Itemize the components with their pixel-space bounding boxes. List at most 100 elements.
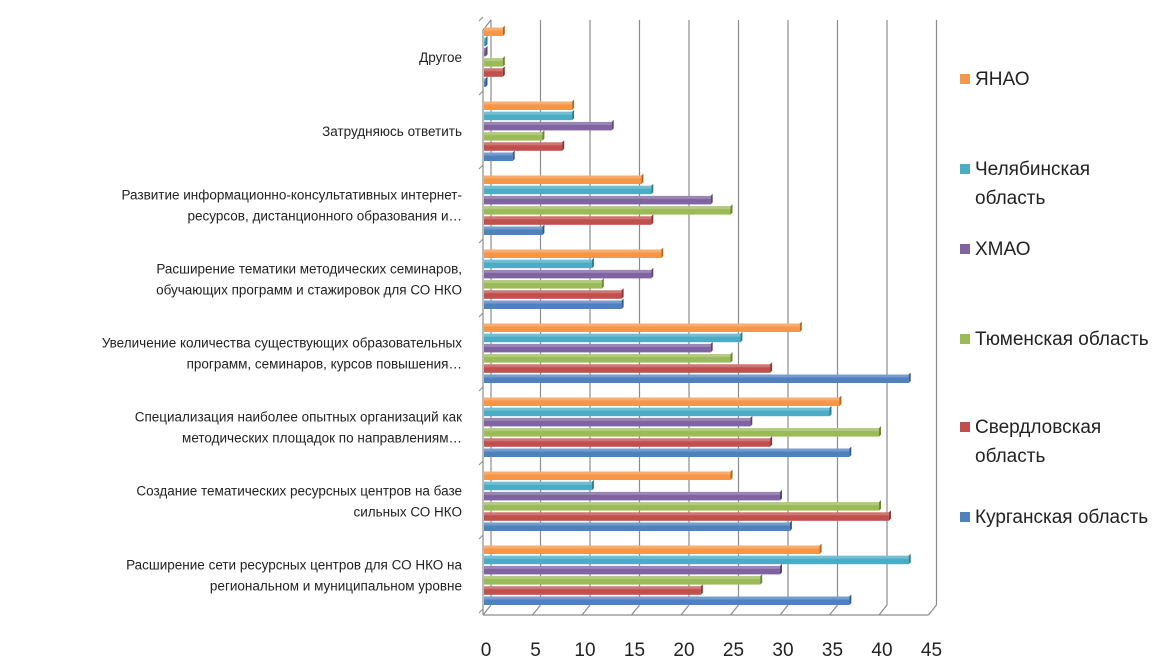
bar [484,298,624,309]
bar [484,500,881,511]
legend-entry: Свердловская область [960,417,1101,467]
x-tick-label: 25 [723,640,744,657]
bar [484,331,743,343]
bar [484,56,505,67]
bar [484,436,773,447]
legend-swatch [960,244,970,254]
legend-label: область [975,188,1045,209]
legend-label: ЯНАО [975,69,1029,90]
bar [484,66,505,77]
bar [484,594,852,605]
legend-swatch [960,74,970,84]
legend-label: Свердловская [975,417,1101,438]
category-tick [478,460,484,466]
chart-bars [484,25,911,605]
bar [484,150,515,161]
bar [484,395,842,406]
x-tick-label: 0 [481,640,492,657]
legend-entry: Курганская область [960,507,1148,528]
bar [484,35,488,47]
category-tick [478,238,484,244]
category-label: ресурсов, дистанционного образования и… [188,209,462,224]
bar [484,25,505,36]
category-tick [478,16,484,22]
category-label: Затрудняюсь ответить [322,124,462,139]
category-label: Специализация наиболее опытных организац… [135,410,462,425]
legend-entry: ЯНАО [960,69,1029,90]
category-tick [478,164,484,170]
bar [484,489,782,501]
bar [484,224,545,235]
x-tick-label: 35 [822,640,843,657]
x-tick-label: 10 [574,640,595,657]
category-tick [478,534,484,540]
x-tick-label: 5 [530,640,541,657]
floor-gridline [878,604,888,616]
bar [484,584,703,595]
floor-gridline [532,604,541,616]
x-axis-tick-labels: 0 5 10 15 20 25 30 35 40 45 [481,640,942,657]
legend-swatch [960,422,970,432]
bar [484,109,575,121]
floor-gridline [482,604,492,616]
bar [484,257,594,269]
x-tick-label: 30 [772,640,793,657]
category-tick [478,386,484,392]
x-tick-label: 15 [624,640,645,657]
category-label: программ, семинаров, курсов повышения… [187,357,462,372]
floor-gridline [680,604,690,616]
category-label: Развитие информационно-консультативных и… [121,188,462,203]
category-tick [478,90,484,96]
legend-label: область [975,446,1045,467]
bar [484,543,822,554]
category-tick [478,608,484,614]
chart-axes [478,16,929,616]
x-tick-label: 45 [921,640,942,657]
bar [484,76,488,87]
bar [484,267,654,279]
bar [484,510,891,521]
bar [484,288,624,299]
chart-legend: ЯНАО Челябинская область ХМАО Тюменская обла… [960,69,1149,528]
bar [484,362,773,373]
bar [484,278,604,289]
floor-gridline [829,604,838,616]
bar [484,193,713,205]
bar [484,173,644,184]
bar [484,372,911,383]
category-label: региональном и муниципальном уровне [210,579,462,594]
legend-swatch [960,334,970,344]
bar [484,479,594,491]
x-tick-label: 40 [871,640,892,657]
floor-gridline [581,604,591,616]
legend-label: ХМАО [975,239,1031,260]
bar [484,45,488,57]
legend-entry: Челябинская область [960,159,1090,209]
bar [484,204,733,215]
bar [484,446,852,457]
bar [484,140,565,151]
category-labels: Расширение сети ресурсных центров для СО… [102,50,463,594]
bar [484,563,782,575]
bar [484,469,733,480]
x-tick-label: 20 [673,640,694,657]
bar [484,183,654,195]
bar [484,520,792,531]
legend-entry: ХМАО [960,239,1031,260]
floor-gridline [730,604,739,616]
bar [484,574,763,585]
bar [484,553,911,565]
bar [484,130,545,141]
legend-label: Тюменская область [975,329,1149,350]
legend-label: Челябинская [975,159,1090,180]
category-label: Расширение тематики методических семинар… [156,262,462,277]
category-label: Другое [419,50,462,65]
bar [484,119,614,131]
bar [484,352,733,363]
bar [484,247,664,258]
bar [484,341,713,353]
floor-gridline [631,604,640,616]
category-label: Создание тематических ресурсных центров … [136,484,462,499]
legend-entry: Тюменская область [960,329,1149,350]
bar [484,426,881,437]
